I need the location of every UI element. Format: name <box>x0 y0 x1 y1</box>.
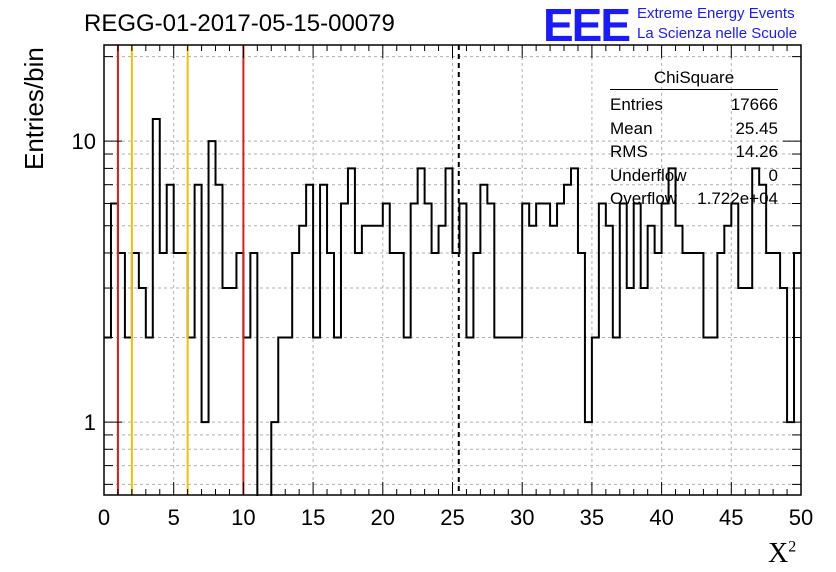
x-tick-label: 35 <box>580 505 604 530</box>
x-tick-label: 50 <box>789 505 813 530</box>
x-tick-label: 5 <box>168 505 180 530</box>
logo-line-2: La Scienza nelle Scuole <box>637 25 798 42</box>
stats-value: 0 <box>768 165 778 185</box>
stats-label: Underflow <box>610 165 687 185</box>
x-tick-label: 30 <box>510 505 534 530</box>
stats-row-overflow: Overflow 1.722e+04 <box>610 187 778 211</box>
x-tick-label: 15 <box>301 505 325 530</box>
stats-label: Overflow <box>610 189 678 208</box>
y-tick-label: 1 <box>84 410 96 435</box>
x-tick-label: 25 <box>440 505 464 530</box>
x-axis-label-superscript: 2 <box>788 538 797 556</box>
stats-label: RMS <box>610 142 648 161</box>
x-axis-label: X2 <box>768 538 796 570</box>
stats-row-mean: Mean 25.45 <box>610 117 778 141</box>
x-axis-label-base: X <box>768 538 789 569</box>
x-tick-label: 0 <box>98 505 110 530</box>
x-tick-label: 10 <box>231 505 255 530</box>
stats-value: 25.45 <box>735 118 778 138</box>
stats-label: Mean <box>610 118 653 138</box>
x-tick-label: 45 <box>719 505 743 530</box>
eee-logo: EEE <box>543 0 631 51</box>
stats-box: ChiSquare Entries 17666 Mean 25.45 RMS 14.2… <box>610 68 778 211</box>
x-tick-label: 40 <box>649 505 673 530</box>
stats-title: ChiSquare <box>610 68 778 90</box>
stats-row-rms: RMS 14.26 <box>610 140 778 164</box>
x-tick-label: 20 <box>371 505 395 530</box>
y-axis-label: Entries/bin <box>19 47 49 170</box>
chart-title: REGG-01-2017-05-15-00079 <box>84 10 395 37</box>
stats-row-underflow: Underflow 0 <box>610 164 778 188</box>
logo-line-1: Extreme Energy Events <box>637 5 795 22</box>
stats-value: 14.26 <box>735 142 778 161</box>
y-tick-label: 10 <box>72 129 96 154</box>
histogram-series <box>104 117 801 498</box>
stats-value: 17666 <box>730 95 778 114</box>
plot-bottom-mask <box>103 496 802 526</box>
stats-label: Entries <box>610 95 663 114</box>
stats-value: 1.722e+04 <box>697 189 778 208</box>
stats-row-entries: Entries 17666 <box>610 93 778 117</box>
